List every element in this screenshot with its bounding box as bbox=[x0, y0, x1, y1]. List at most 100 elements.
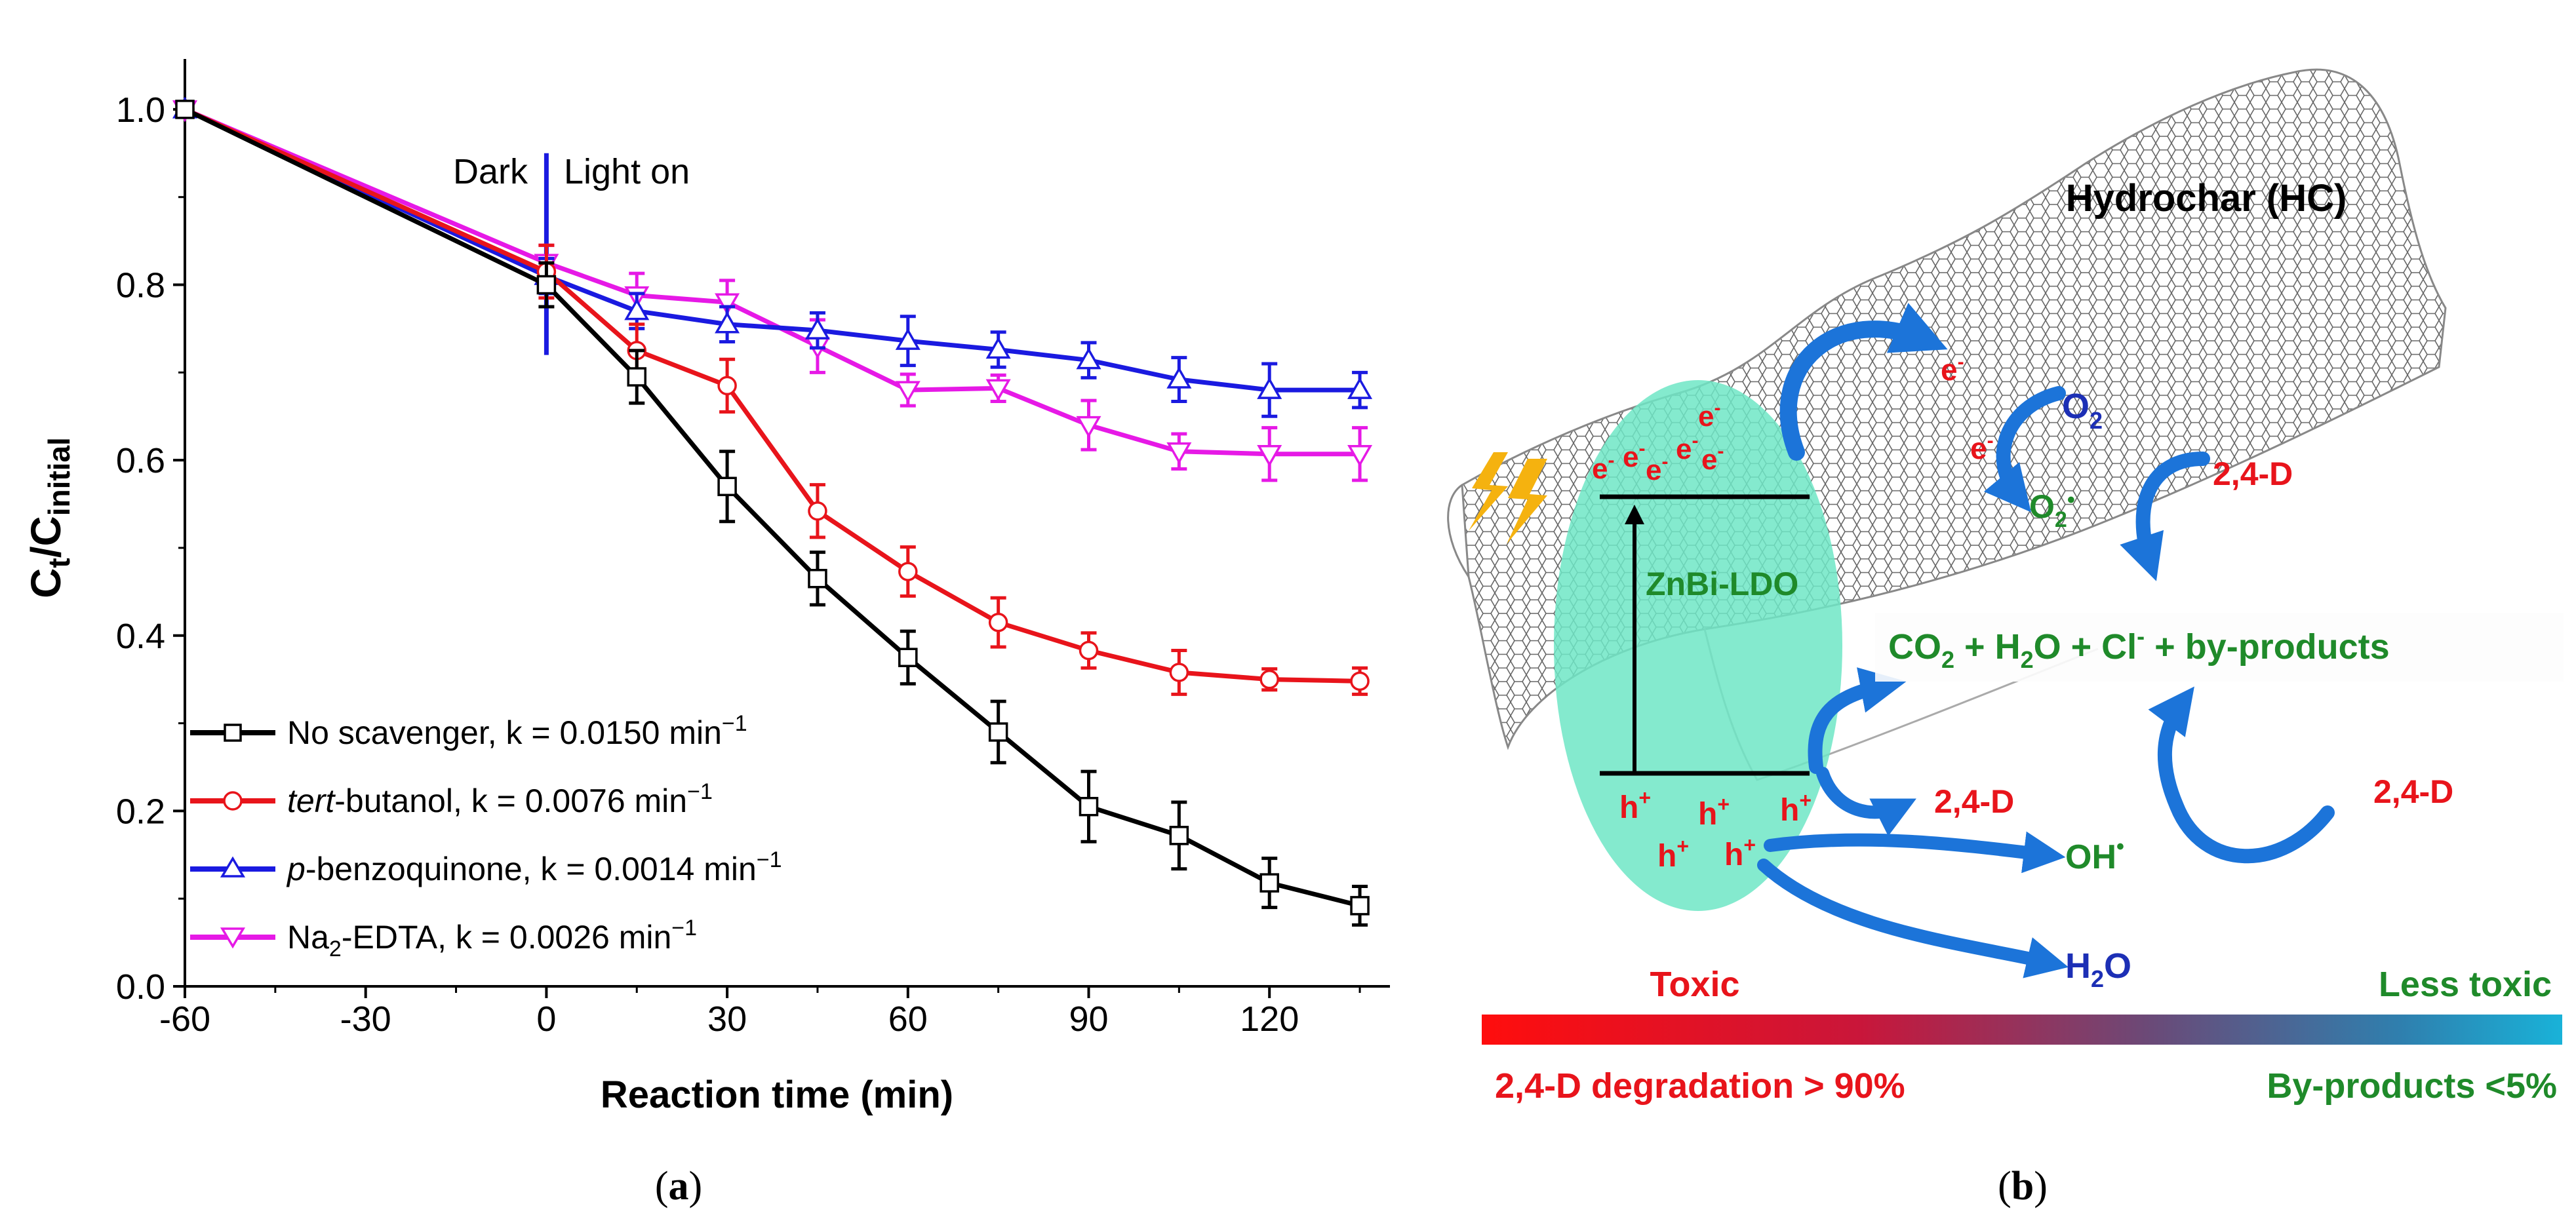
data-point bbox=[1076, 347, 1101, 370]
y-tick-label: 0.4 bbox=[116, 617, 165, 656]
degradation-label: 2,4-D degradation > 90% bbox=[1495, 1066, 1905, 1106]
arrow-oh-formation bbox=[1764, 831, 2066, 874]
target-label-1: 2,4-D bbox=[2213, 455, 2293, 492]
ldo-particle bbox=[1554, 380, 1842, 911]
svg-text:h+: h+ bbox=[1698, 792, 1730, 832]
axes bbox=[173, 59, 1390, 998]
data-point bbox=[804, 317, 830, 339]
lightning-bolt-icon bbox=[1469, 452, 1547, 544]
svg-text:h+: h+ bbox=[1657, 834, 1689, 874]
water-label: H2O bbox=[2065, 946, 2131, 992]
light-on-annotation: Light on bbox=[564, 152, 690, 191]
svg-text:h+: h+ bbox=[1780, 788, 1812, 828]
band-diagram bbox=[1600, 494, 1810, 776]
electrons-cb: e- e- e- e- e- e- bbox=[1592, 397, 1724, 486]
arrow-o2-reduction bbox=[1983, 386, 2066, 513]
data-point bbox=[1350, 896, 1370, 916]
legend-entry-tert-butanol: tert-butanol, k = 0.0076 min−1 bbox=[190, 779, 713, 819]
data-point bbox=[898, 648, 918, 667]
data-point bbox=[898, 562, 918, 581]
x-tick-label: 60 bbox=[888, 999, 928, 1039]
data-point bbox=[808, 569, 827, 589]
electron-label-2: e- bbox=[1970, 430, 1994, 465]
svg-text:p-benzoquinone, k = 0.0014 min: p-benzoquinone, k = 0.0014 min−1 bbox=[286, 847, 782, 887]
data-point bbox=[1259, 873, 1279, 893]
series-na2-edta bbox=[172, 100, 1373, 482]
data-point bbox=[1350, 671, 1370, 691]
arrow-h-oxidation bbox=[1808, 667, 1907, 774]
target-label-3: 2,4-D bbox=[2373, 773, 2453, 810]
x-tick-label: -30 bbox=[340, 999, 391, 1039]
data-point bbox=[1257, 377, 1282, 399]
data-point bbox=[1076, 416, 1101, 438]
svg-text:h+: h+ bbox=[1724, 833, 1756, 872]
panel-label-a: (a) bbox=[655, 1164, 702, 1209]
data-point bbox=[808, 501, 827, 521]
tick-labels: -60 -30 0 30 60 90 120 0.0 0.2 0.4 0.6 0.8 1.0 bbox=[116, 90, 1299, 1039]
data-point bbox=[715, 311, 740, 334]
legend-entry-no-scavenger: No scavenger, k = 0.0150 min−1 bbox=[190, 711, 747, 751]
toxic-label: Toxic bbox=[1650, 965, 1739, 1004]
superoxide-label: O2• bbox=[2029, 488, 2075, 532]
svg-text:No scavenger, k = 0.0150 min−1: No scavenger, k = 0.0150 min−1 bbox=[287, 711, 747, 751]
data-point bbox=[1169, 663, 1189, 682]
series-line bbox=[184, 107, 1360, 393]
data-point bbox=[717, 476, 737, 497]
x-tick-label: 90 bbox=[1069, 999, 1108, 1039]
legend: No scavenger, k = 0.0150 min−1 tert-buta… bbox=[190, 711, 782, 961]
hydrochar-label: Hydrochar (HC) bbox=[2066, 177, 2347, 220]
data-point bbox=[715, 293, 740, 315]
target-label-2: 2,4-D bbox=[1934, 783, 2014, 820]
svg-text:e-: e- bbox=[1701, 440, 1724, 476]
series-layer bbox=[172, 96, 1373, 927]
data-point bbox=[895, 328, 921, 350]
ldo-label: ZnBi-LDO bbox=[1646, 566, 1798, 602]
series-no-scavenger bbox=[175, 100, 1370, 927]
x-tick-label: 0 bbox=[536, 999, 556, 1039]
legend-entry-p-benzoquinone: p-benzoquinone, k = 0.0014 min−1 bbox=[190, 847, 782, 887]
data-point bbox=[985, 337, 1011, 359]
y-tick-label: 0.8 bbox=[116, 266, 165, 305]
x-tick-label: -60 bbox=[159, 999, 210, 1039]
data-point bbox=[627, 367, 646, 387]
data-point bbox=[624, 298, 650, 320]
data-point bbox=[1166, 442, 1192, 465]
data-point bbox=[536, 275, 557, 295]
y-axis-label: Ct/Cinitial bbox=[22, 437, 76, 598]
data-point bbox=[1079, 640, 1099, 661]
svg-text:e-: e- bbox=[1698, 397, 1720, 433]
data-point bbox=[988, 722, 1008, 742]
electron-label-1: e- bbox=[1941, 351, 1964, 387]
byproducts-label: By-products <5% bbox=[2267, 1066, 2557, 1106]
holes-vb: h+ h+ h+ h+ h+ bbox=[1619, 786, 1812, 874]
less-toxic-label: Less toxic bbox=[2379, 965, 2552, 1004]
panel-label-b: (b) bbox=[1998, 1164, 2048, 1209]
x-tick-label: 30 bbox=[707, 999, 747, 1039]
data-point bbox=[175, 100, 195, 119]
data-point bbox=[1257, 445, 1282, 467]
data-point bbox=[717, 376, 737, 396]
arrow-h2o bbox=[1757, 859, 2069, 978]
o2-label: O2 bbox=[2062, 387, 2103, 434]
products-box: CO2 + H2O + Cl- + by-products bbox=[1875, 613, 2564, 682]
arrow-e-transfer bbox=[1779, 303, 1948, 461]
data-point bbox=[895, 381, 921, 403]
y-tick-label: 1.0 bbox=[116, 90, 165, 130]
data-point bbox=[1079, 796, 1099, 817]
y-tick-label: 0.6 bbox=[116, 441, 165, 480]
svg-text:h+: h+ bbox=[1619, 786, 1651, 825]
data-point bbox=[1347, 445, 1373, 467]
svg-text:e-: e- bbox=[1646, 451, 1668, 486]
mechanism-diagram: Hydrochar (HC) ZnBi-LDO e- e- e- e- e- e… bbox=[1447, 68, 2564, 1209]
x-axis-label: Reaction time (min) bbox=[601, 1074, 953, 1116]
arrow-h-to-24d bbox=[1816, 767, 1916, 836]
legend-entry-na2-edta: Na2-EDTA, k = 0.0026 min−1 bbox=[190, 916, 697, 961]
series-p-benzoquinone bbox=[172, 96, 1373, 418]
svg-text:e-: e- bbox=[1592, 450, 1614, 485]
arrow-superoxide-attack bbox=[2120, 452, 2210, 581]
data-point bbox=[1347, 377, 1373, 399]
data-point bbox=[1259, 669, 1279, 689]
data-point bbox=[988, 612, 1008, 632]
toxicity-gradient-bar bbox=[1482, 1015, 2562, 1045]
